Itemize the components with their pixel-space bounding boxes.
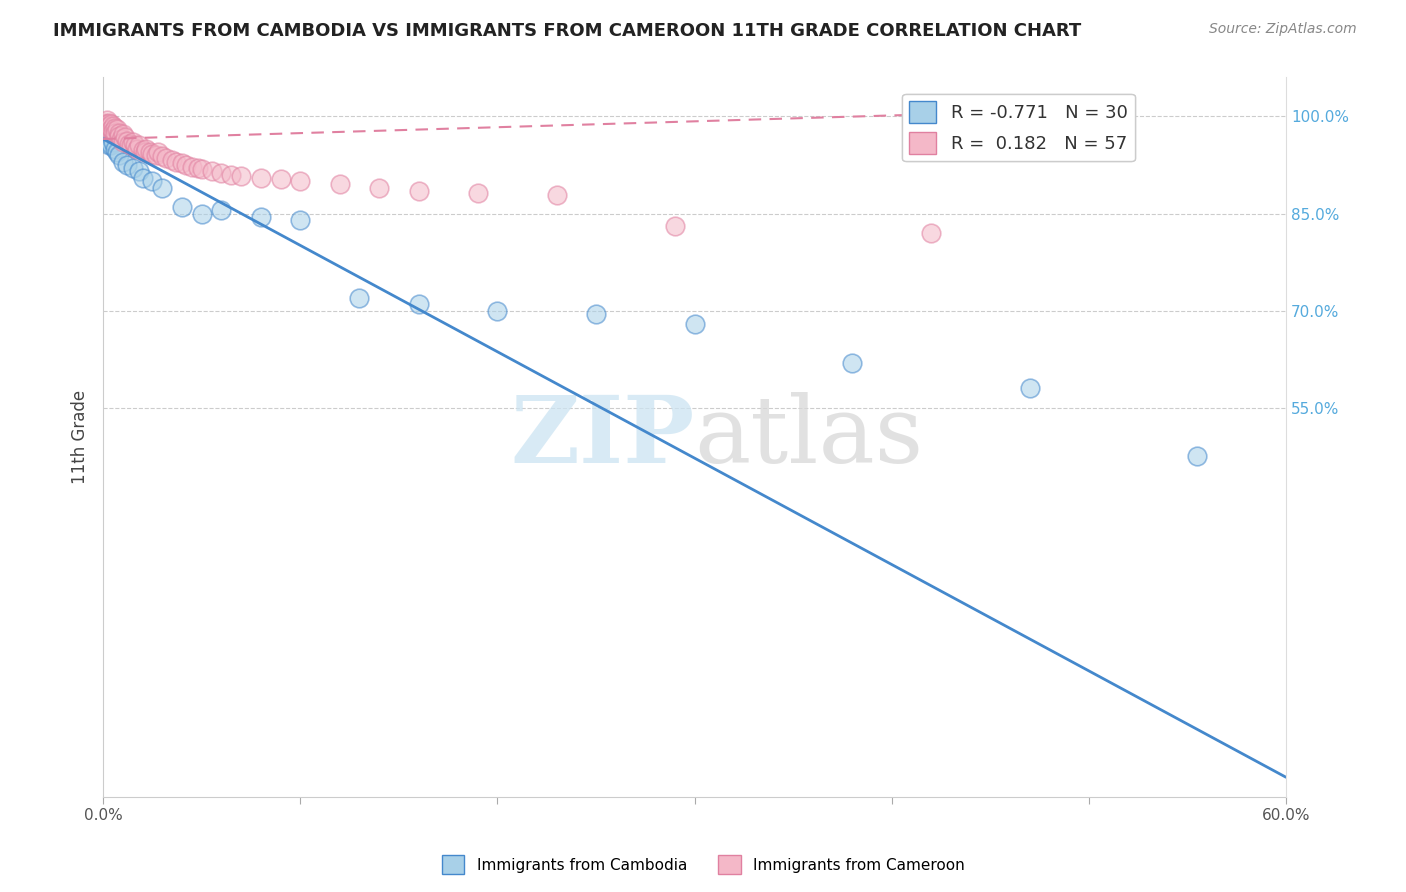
Text: IMMIGRANTS FROM CAMBODIA VS IMMIGRANTS FROM CAMEROON 11TH GRADE CORRELATION CHAR: IMMIGRANTS FROM CAMBODIA VS IMMIGRANTS F… — [53, 22, 1081, 40]
Point — [96, 132, 118, 146]
Point — [150, 149, 173, 163]
Point — [664, 219, 686, 234]
Point — [115, 158, 138, 172]
Point — [104, 120, 127, 135]
Point — [105, 122, 128, 136]
Point — [165, 154, 187, 169]
Point — [111, 154, 134, 169]
Point — [98, 116, 121, 130]
Point — [128, 138, 150, 153]
Point — [100, 117, 122, 131]
Point — [270, 172, 292, 186]
Point — [349, 291, 371, 305]
Point — [114, 130, 136, 145]
Point — [329, 178, 352, 192]
Point — [98, 119, 121, 133]
Point — [920, 226, 942, 240]
Point — [141, 147, 163, 161]
Point — [111, 128, 134, 142]
Point — [219, 168, 242, 182]
Point — [108, 128, 131, 143]
Point — [131, 143, 153, 157]
Point — [104, 142, 127, 156]
Point — [111, 135, 134, 149]
Point — [96, 120, 118, 135]
Point — [101, 123, 124, 137]
Point — [170, 200, 193, 214]
Point — [209, 166, 232, 180]
Point — [124, 138, 146, 153]
Point — [104, 126, 127, 140]
Point — [250, 210, 273, 224]
Point — [100, 138, 122, 153]
Point — [229, 169, 252, 183]
Point — [98, 138, 121, 153]
Point — [115, 134, 138, 148]
Point — [118, 136, 141, 151]
Point — [96, 112, 118, 127]
Point — [120, 138, 142, 153]
Point — [128, 164, 150, 178]
Point — [486, 303, 509, 318]
Point — [209, 203, 232, 218]
Point — [467, 186, 489, 200]
Point — [105, 145, 128, 159]
Point — [190, 206, 212, 220]
Point — [94, 119, 117, 133]
Y-axis label: 11th Grade: 11th Grade — [72, 390, 89, 484]
Point — [585, 307, 607, 321]
Point — [290, 213, 312, 227]
Point — [250, 170, 273, 185]
Point — [94, 116, 117, 130]
Point — [180, 160, 202, 174]
Point — [134, 145, 156, 159]
Point — [187, 161, 209, 176]
Text: ZIP: ZIP — [510, 392, 695, 482]
Point — [108, 126, 131, 140]
Legend: Immigrants from Cambodia, Immigrants from Cameroon: Immigrants from Cambodia, Immigrants fro… — [436, 849, 970, 880]
Point — [683, 317, 706, 331]
Point — [135, 142, 157, 156]
Point — [98, 135, 121, 149]
Point — [368, 180, 391, 194]
Point — [121, 161, 143, 176]
Text: Source: ZipAtlas.com: Source: ZipAtlas.com — [1209, 22, 1357, 37]
Point — [155, 152, 177, 166]
Point — [108, 148, 131, 162]
Point — [408, 184, 430, 198]
Point — [139, 145, 162, 159]
Point — [1018, 381, 1040, 395]
Point — [290, 174, 312, 188]
Point — [94, 122, 117, 136]
Point — [121, 135, 143, 149]
Text: atlas: atlas — [695, 392, 924, 482]
Point — [101, 135, 124, 149]
Point — [408, 297, 430, 311]
Legend: R = -0.771   N = 30, R =  0.182   N = 57: R = -0.771 N = 30, R = 0.182 N = 57 — [903, 94, 1135, 161]
Point — [131, 170, 153, 185]
Point — [150, 180, 173, 194]
Point — [96, 117, 118, 131]
Point — [141, 174, 163, 188]
Point — [841, 355, 863, 369]
Point — [96, 126, 118, 140]
Point — [110, 132, 132, 146]
Point — [160, 153, 183, 168]
Point — [145, 148, 167, 162]
Point — [1187, 450, 1209, 464]
Point — [546, 188, 568, 202]
Point — [170, 156, 193, 170]
Point — [200, 164, 222, 178]
Point — [100, 122, 122, 136]
Point — [174, 158, 197, 172]
Point — [148, 145, 170, 159]
Point — [101, 119, 124, 133]
Point — [190, 162, 212, 177]
Point — [125, 142, 148, 156]
